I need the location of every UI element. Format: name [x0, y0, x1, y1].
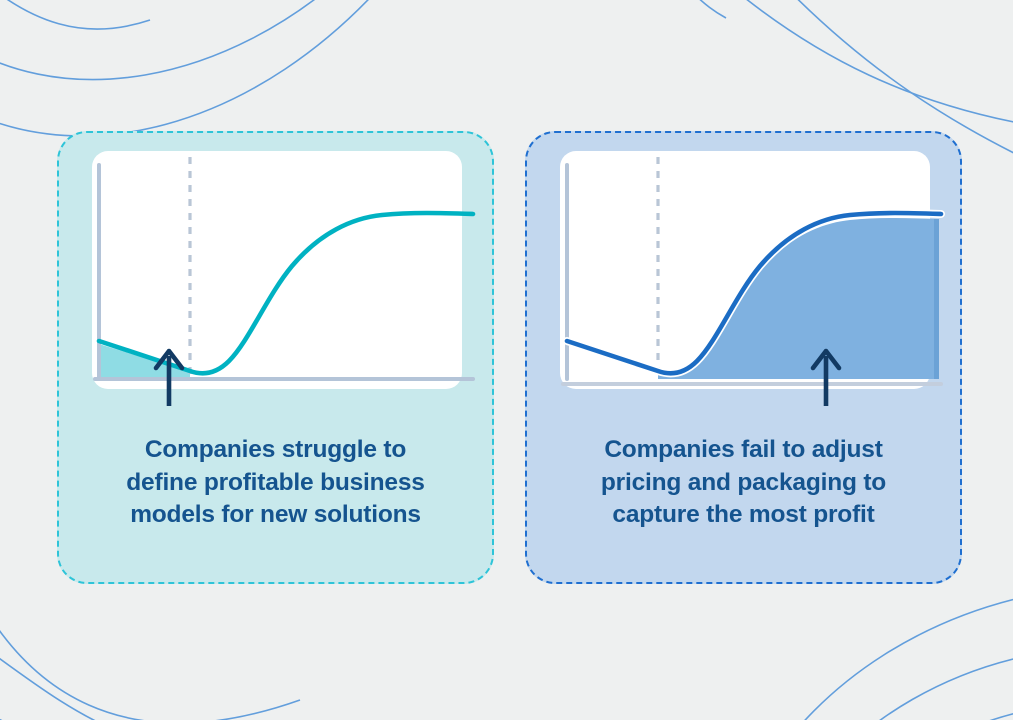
chart-arrow-up-right	[810, 348, 842, 406]
card-caption-right: Companies fail to adjust pricing and pac…	[600, 436, 887, 529]
card-profitability[interactable]: Companies struggle to define profitable …	[57, 131, 494, 584]
card-caption-left: Companies struggle to define profitable …	[126, 436, 425, 529]
chart-svg-left	[92, 151, 476, 406]
chart-area-right-edge	[934, 219, 939, 379]
card-inner-right: Companies fail to adjust pricing and pac…	[545, 151, 945, 564]
chart-arrow-up-left	[153, 348, 185, 406]
chart-line-profit	[564, 210, 944, 376]
chart-panel-left	[92, 151, 462, 389]
chart-svg-right	[560, 151, 945, 406]
chart-line-profit	[96, 210, 476, 376]
card-pricing-packaging[interactable]: Companies fail to adjust pricing and pac…	[525, 131, 962, 584]
chart-area-profit	[658, 218, 938, 379]
chart-fail-capture-profit	[545, 151, 945, 413]
card-inner-left: Companies struggle to define profitable …	[77, 151, 476, 564]
chart-struggle-profitability	[77, 151, 476, 413]
